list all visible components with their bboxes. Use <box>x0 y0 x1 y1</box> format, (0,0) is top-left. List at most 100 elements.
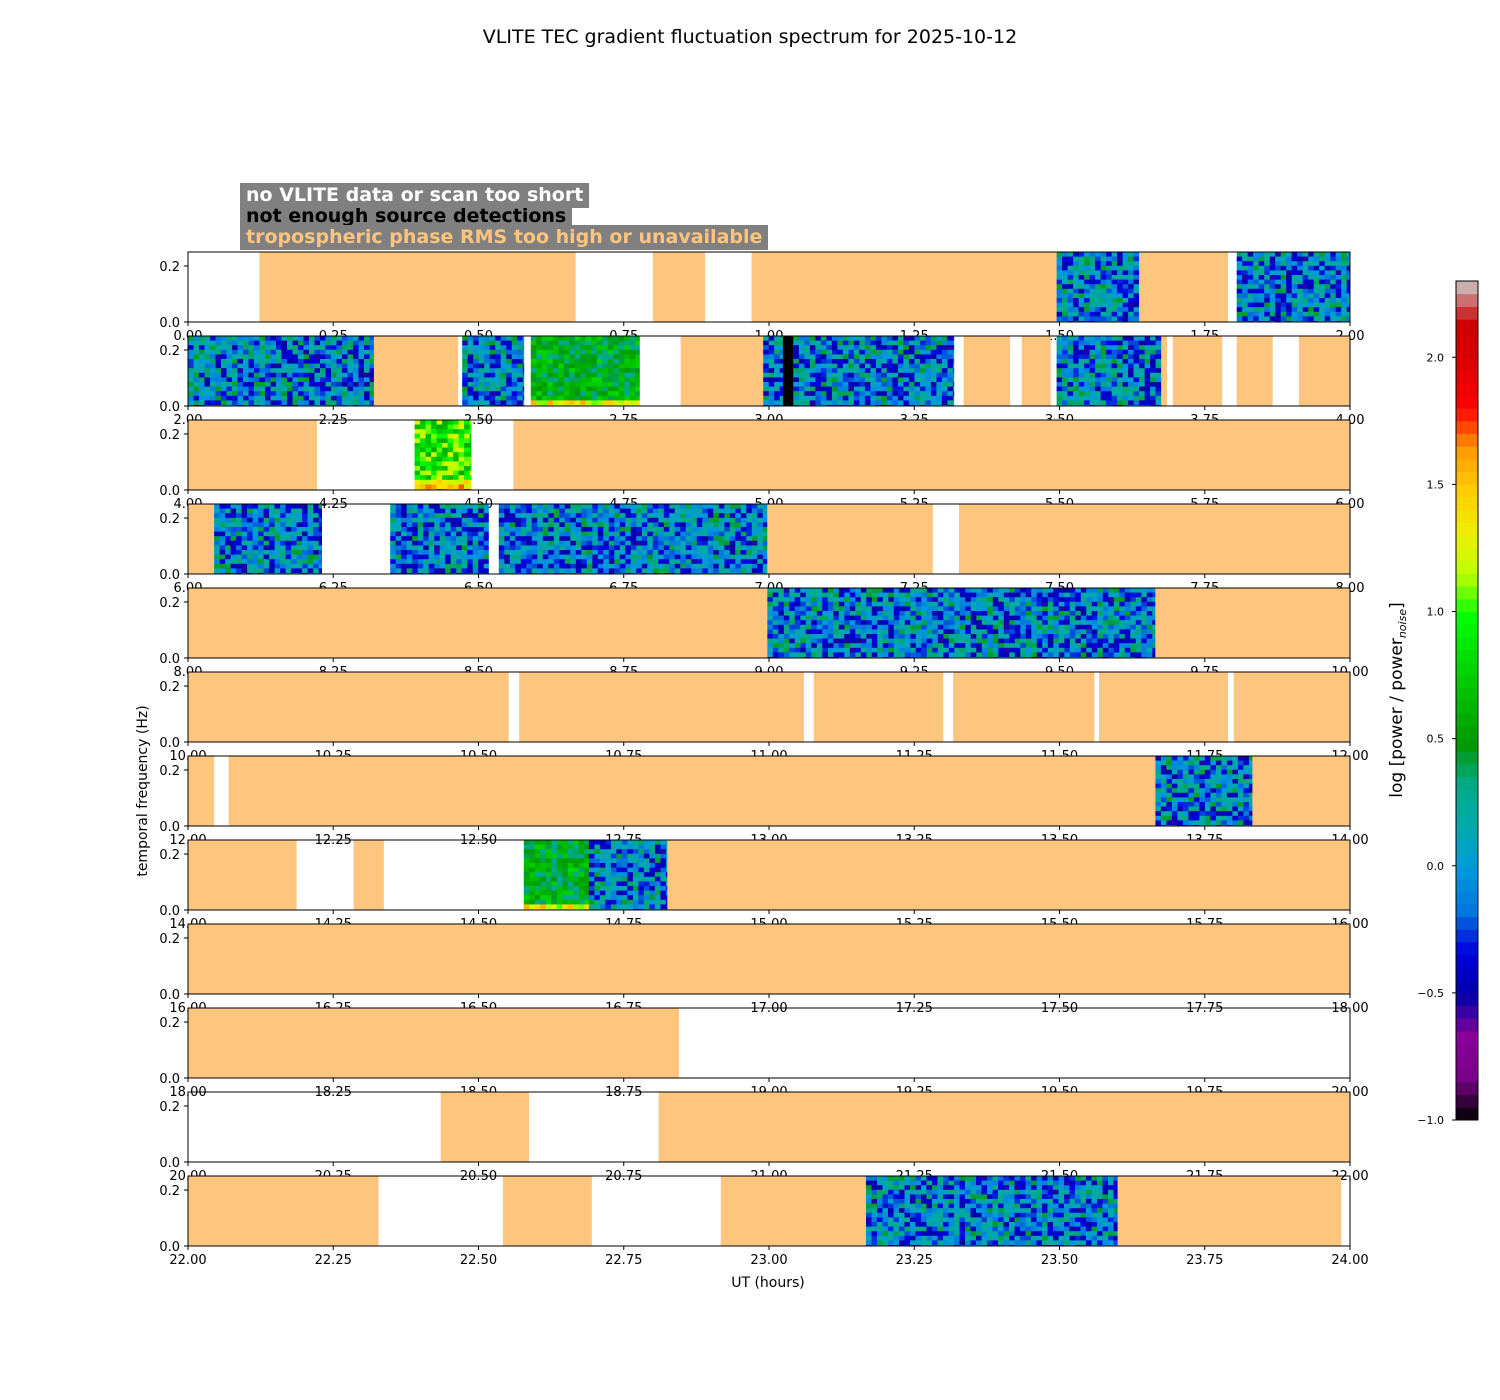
y-axis-label: temporal frequency (Hz) <box>135 705 151 876</box>
segment-tropo <box>958 504 1350 574</box>
panel-row: 0.00.216.0016.2516.5016.7517.0017.2517.5… <box>159 923 1369 1016</box>
spectrum-segment <box>866 1176 1118 1247</box>
segment-tropo <box>188 588 768 658</box>
segment-tropo <box>720 1176 867 1246</box>
panel-row: 0.00.28.008.258.508.759.009.259.509.7510… <box>159 587 1369 680</box>
spectrum-segment <box>214 504 322 575</box>
segment-tropo <box>259 252 576 322</box>
spectrum-segment <box>1155 756 1253 827</box>
x-tick-label: 23.00 <box>750 1253 787 1268</box>
x-tick-label: 24.00 <box>1331 1253 1368 1268</box>
y-tick-label: 0.2 <box>159 932 180 947</box>
spectrum-segment <box>1056 252 1140 323</box>
y-tick-label: 0.0 <box>159 652 180 667</box>
y-tick-label: 0.2 <box>159 512 180 527</box>
y-tick-label: 0.0 <box>159 736 180 751</box>
segment-tropo <box>188 756 215 826</box>
x-tick-label: 23.50 <box>1041 1253 1078 1268</box>
segment-tropo <box>667 840 1350 910</box>
segment-tropo <box>1252 756 1350 826</box>
spectrum-segment <box>188 336 375 407</box>
segment-tropo <box>440 1092 530 1162</box>
spectrum-segment <box>390 504 489 575</box>
segment-tropo <box>680 336 764 406</box>
x-axis-label: UT (hours) <box>731 1275 805 1291</box>
y-tick-label: 0.0 <box>159 1072 180 1087</box>
panel-row: 0.00.220.0020.2520.5020.7521.0021.2521.5… <box>159 1091 1369 1184</box>
segment-tropo <box>188 924 1350 994</box>
segment-tropo <box>652 252 706 322</box>
y-tick-label: 0.2 <box>159 848 180 863</box>
panel-row: 0.00.212.0012.2512.5012.7513.0013.2513.5… <box>159 755 1369 848</box>
spectrum-segment <box>414 420 472 491</box>
segment-tropo <box>813 672 944 742</box>
panel-row: 0.00.218.0018.2518.5018.7519.0019.2519.5… <box>159 1007 1369 1100</box>
spectrum-segment <box>498 504 768 575</box>
spectrum-segment <box>462 336 525 407</box>
y-tick-label: 0.2 <box>159 428 180 443</box>
segment-tropo <box>1021 336 1051 406</box>
chart-title: VLITE TEC gradient fluctuation spectrum … <box>483 26 1017 48</box>
y-tick-label: 0.0 <box>159 400 180 415</box>
x-tick-label: 22.75 <box>605 1253 642 1268</box>
segment-tropo <box>1161 336 1167 406</box>
panel-stack: 0.00.20.000.250.500.751.001.251.501.752.… <box>159 251 1369 1268</box>
segment-tropo <box>188 1176 379 1246</box>
spectrum-segment <box>763 336 784 407</box>
colorbar-tick-label: 0.0 <box>1427 860 1445 873</box>
y-tick-label: 0.2 <box>159 1184 180 1199</box>
y-tick-label: 0.2 <box>159 680 180 695</box>
segment-tropo <box>1117 1176 1342 1246</box>
segment-tropo <box>658 1092 1350 1162</box>
y-tick-label: 0.0 <box>159 820 180 835</box>
colorbar-label: log [power / powernoise] <box>1387 602 1409 797</box>
y-tick-label: 0.0 <box>159 988 180 1003</box>
segment-nodet <box>782 336 794 406</box>
panel-row: 0.00.214.0014.2514.5014.7515.0015.2515.5… <box>159 839 1369 932</box>
legend-tropo-rms: tropospheric phase RMS too high or unava… <box>240 225 769 250</box>
colorbar-tick-label: 1.0 <box>1427 606 1445 619</box>
segment-tropo <box>767 504 933 574</box>
spectrum-segment <box>530 336 640 407</box>
segment-tropo <box>513 420 1350 490</box>
y-tick-label: 0.2 <box>159 1100 180 1115</box>
y-tick-label: 0.2 <box>159 1016 180 1031</box>
y-tick-label: 0.2 <box>159 764 180 779</box>
legend-no-data: no VLITE data or scan too short <box>240 183 590 208</box>
panel-row: 0.00.20.000.250.500.751.001.251.501.752.… <box>159 251 1364 344</box>
spectrum-segment <box>767 588 1156 659</box>
segment-tropo <box>1099 672 1228 742</box>
segment-tropo <box>963 336 1011 406</box>
spectrum-segment <box>1236 252 1351 323</box>
segment-tropo <box>188 504 215 574</box>
panel-row: 0.00.22.002.252.502.753.003.253.503.754.… <box>159 335 1364 428</box>
segment-tropo <box>188 1008 679 1078</box>
segment-tropo <box>751 252 1057 322</box>
colorbar-tick-label: 0.5 <box>1427 733 1445 746</box>
segment-tropo <box>502 1176 592 1246</box>
y-tick-label: 0.0 <box>159 316 180 331</box>
panel-row: 0.00.26.006.256.506.757.007.257.507.758.… <box>159 503 1364 596</box>
spectrum-segment <box>523 840 590 911</box>
segment-tropo <box>1172 336 1223 406</box>
segment-tropo <box>188 420 317 490</box>
panel-row: 0.00.210.0010.2510.5010.7511.0011.2511.5… <box>159 671 1369 764</box>
y-tick-label: 0.2 <box>159 596 180 611</box>
colorbar-tick-label: −0.5 <box>1417 987 1444 1000</box>
segment-tropo <box>1233 672 1350 742</box>
colorbar-frame <box>1455 280 1479 1121</box>
x-tick-label: 22.50 <box>460 1253 497 1268</box>
y-tick-label: 0.0 <box>159 568 180 583</box>
segment-tropo <box>1139 252 1228 322</box>
legend-no-detections: not enough source detections <box>240 204 573 229</box>
y-tick-label: 0.0 <box>159 1240 180 1255</box>
colorbar-tick-label: −1.0 <box>1417 1114 1444 1127</box>
segment-tropo <box>373 336 459 406</box>
x-tick-label: 22.25 <box>315 1253 352 1268</box>
spectrum-segment <box>588 840 668 911</box>
segment-tropo <box>519 672 804 742</box>
segment-tropo <box>1298 336 1350 406</box>
y-tick-label: 0.0 <box>159 904 180 919</box>
segment-tropo <box>188 840 297 910</box>
